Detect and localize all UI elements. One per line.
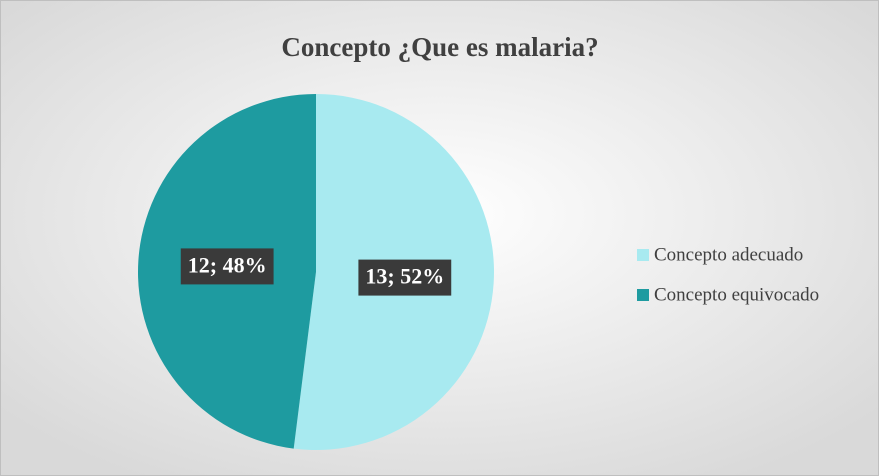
- legend-label: Concepto equivocado: [654, 284, 819, 305]
- data-label: 13; 52%: [365, 264, 444, 289]
- data-label-box: [358, 259, 452, 296]
- chart-title: Concepto ¿Que es malaria?: [281, 32, 598, 62]
- data-label-box: [180, 248, 274, 285]
- data-label: 12; 48%: [188, 252, 267, 277]
- legend-label: Concepto adecuado: [654, 244, 803, 265]
- legend-swatch: [637, 249, 649, 261]
- legend-swatch: [637, 289, 649, 301]
